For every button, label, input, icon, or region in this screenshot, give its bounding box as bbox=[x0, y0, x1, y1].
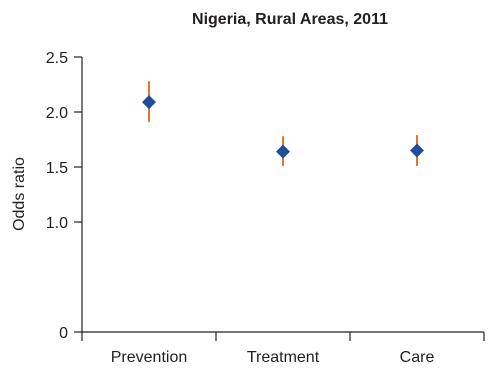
y-tick-label: 2.5 bbox=[46, 50, 68, 67]
x-tick-label: Treatment bbox=[247, 349, 320, 366]
data-point bbox=[410, 143, 424, 158]
y-tick-label: 1.0 bbox=[46, 215, 68, 232]
data-marks bbox=[142, 81, 424, 166]
axes: 0 1.0 1.5 2.0 2.5 Prevention Treatment Care bbox=[46, 50, 485, 366]
chart-title: Nigeria, Rural Areas, 2011 bbox=[192, 11, 388, 28]
y-tick-label: 0 bbox=[59, 325, 68, 342]
data-point bbox=[276, 144, 290, 159]
y-axis-label: Odds ratio bbox=[11, 157, 28, 231]
x-tick-label: Prevention bbox=[111, 349, 188, 366]
y-tick-label: 1.5 bbox=[46, 160, 68, 177]
y-tick-label: 2.0 bbox=[46, 105, 68, 122]
data-point bbox=[142, 95, 156, 110]
x-tick-label: Care bbox=[400, 349, 435, 366]
